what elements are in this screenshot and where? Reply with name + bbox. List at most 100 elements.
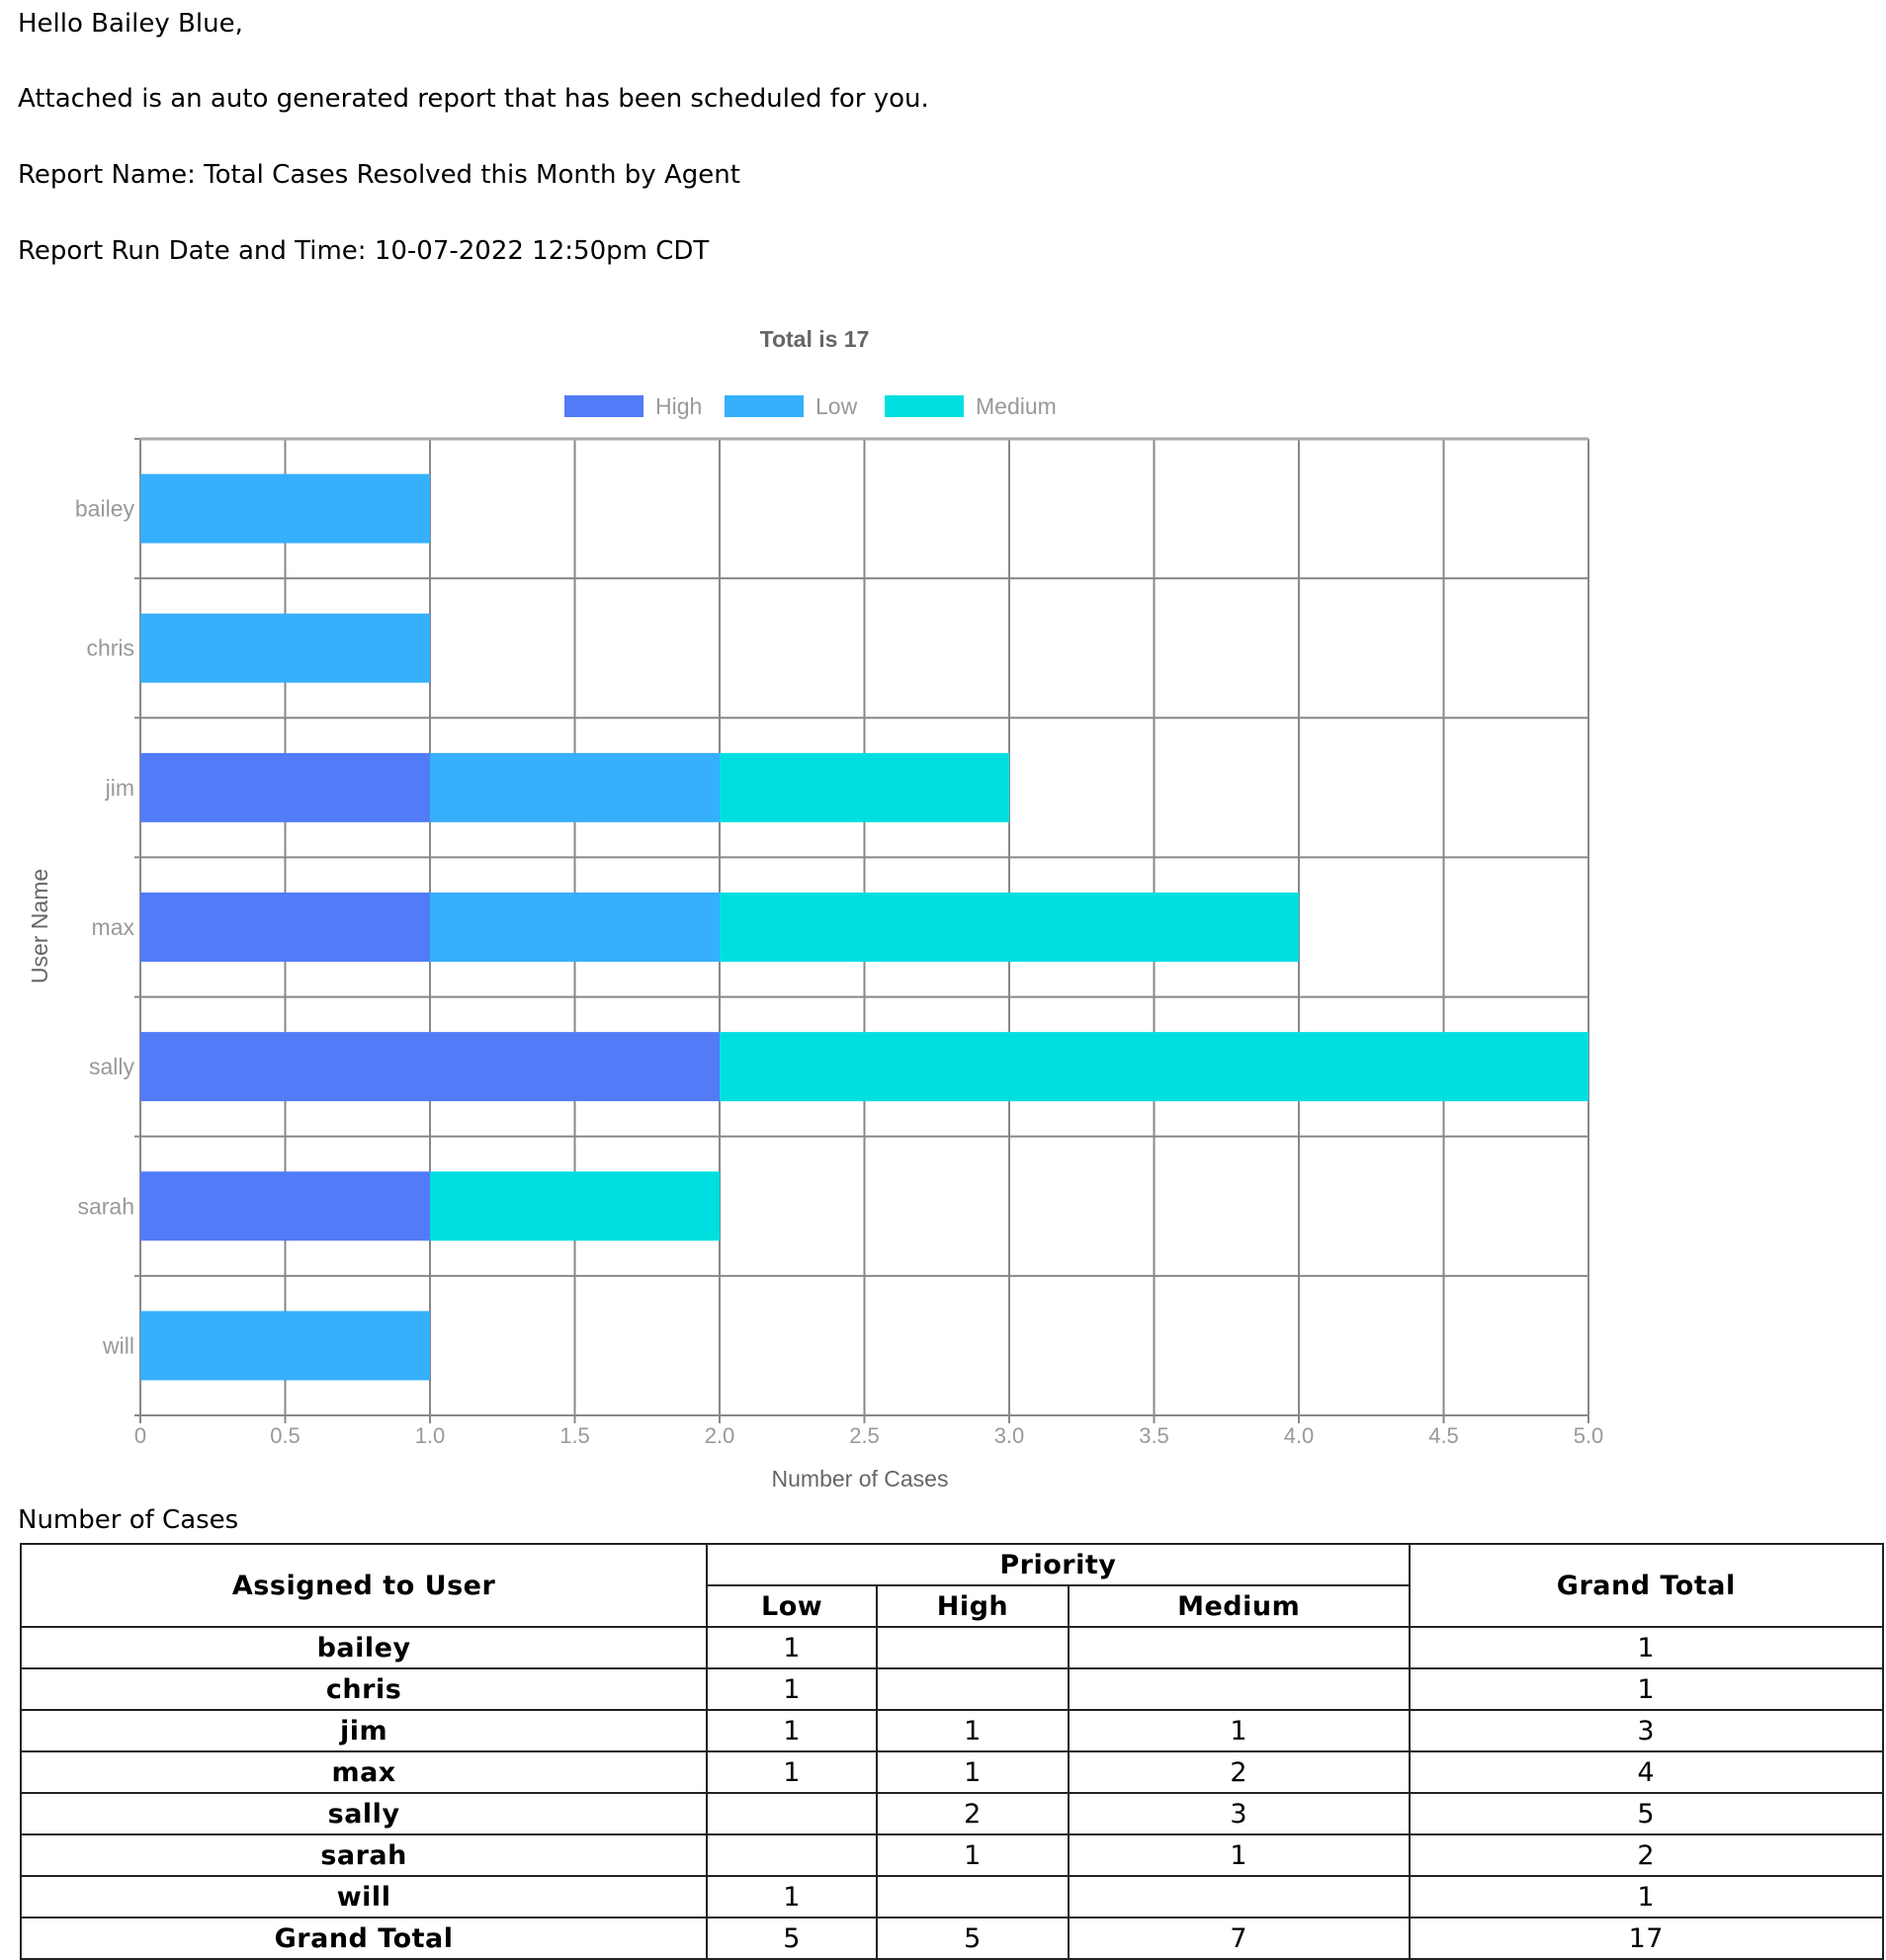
cell-low: 1 [706,1709,879,1752]
cell-low [706,1833,879,1877]
table-row: chris 1 1 [19,1667,1885,1711]
cell-medium [1067,1667,1411,1711]
x-tick-label: 5.0 [1574,1423,1604,1448]
x-tick-label: 1.0 [415,1423,446,1448]
x-tick-label: 4.5 [1428,1423,1459,1448]
cell-low: 5 [706,1917,879,1960]
header-assigned-to-user: Assigned to User [19,1543,709,1628]
cell-total: 1 [1408,1875,1885,1918]
y-tick-label-will: will [102,1332,134,1358]
header-high: High [876,1584,1070,1628]
cell-medium [1067,1875,1411,1918]
table-caption: Number of Cases [18,1505,239,1535]
cell-user: bailey [19,1626,709,1669]
cell-user: max [19,1750,709,1794]
cell-medium [1067,1626,1411,1669]
cell-high: 1 [876,1709,1070,1752]
cell-medium: 3 [1067,1792,1411,1835]
report-name: Report Name: Total Cases Resolved this M… [18,160,740,190]
cell-medium: 2 [1067,1750,1411,1794]
bar-jim-low [430,752,720,822]
header-priority: Priority [706,1543,1411,1586]
table-row: will 1 1 [19,1875,1885,1918]
cell-low: 1 [706,1750,879,1794]
header-medium: Medium [1067,1584,1411,1628]
cell-low [706,1792,879,1835]
legend-label-high: High [655,393,702,419]
cell-user: sally [19,1792,709,1835]
table-row: bailey 1 1 [19,1626,1885,1669]
y-tick-label-jim: jim [105,775,134,801]
bar-sarah-medium [430,1171,720,1241]
greeting: Hello Bailey Blue, [18,9,243,39]
chart-grid [134,437,1589,1423]
bar-bailey-low [140,473,430,544]
bar-will-low [140,1311,430,1381]
cell-total: 5 [1408,1792,1885,1835]
x-tick-label: 2.0 [705,1423,735,1448]
legend-label-medium: Medium [976,393,1057,419]
chart-axis-labels: 0 0.5 1.0 1.5 2.0 2.5 3.0 3.5 4.0 4.5 5.0 bailey chr… [75,496,1603,1448]
legend-swatch-low [725,395,804,417]
cell-medium: 1 [1067,1833,1411,1877]
cell-total: 3 [1408,1709,1885,1752]
cases-pivot-table: Assigned to User Priority Grand Total Lo… [19,1543,1885,1960]
y-tick-label-bailey: bailey [75,496,135,522]
table-row: max 1 1 2 4 [19,1750,1885,1794]
cell-medium: 1 [1067,1709,1411,1752]
chart-legend: High Low Medium [564,393,1057,419]
y-tick-label-max: max [92,914,135,940]
x-tick-label: 2.5 [849,1423,880,1448]
cell-user: chris [19,1667,709,1711]
cell-total: 2 [1408,1833,1885,1877]
bar-sarah-high [140,1171,430,1241]
y-tick-label-chris: chris [86,636,134,661]
table-row: sally 2 3 5 [19,1792,1885,1835]
x-tick-label: 3.5 [1139,1423,1169,1448]
bar-max-low [430,893,720,962]
cell-high [876,1667,1070,1711]
cell-low: 1 [706,1875,879,1918]
y-tick-label-sally: sally [89,1054,135,1079]
cell-total: 17 [1408,1917,1885,1960]
report-run-date: Report Run Date and Time: 10-07-2022 12:… [18,236,710,266]
cell-user: sarah [19,1833,709,1877]
x-tick-label: 0 [134,1423,146,1448]
cell-high [876,1626,1070,1669]
cell-total: 4 [1408,1750,1885,1794]
y-tick-label-sarah: sarah [77,1193,134,1219]
x-tick-label: 0.5 [270,1423,300,1448]
x-tick-label: 4.0 [1284,1423,1315,1448]
bar-sally-medium [720,1032,1588,1102]
header-grand-total: Grand Total [1408,1543,1885,1628]
table-row: jim 1 1 1 3 [19,1709,1885,1752]
cell-high [876,1875,1070,1918]
bar-sally-high [140,1032,720,1102]
stacked-bar-chart: Total is 17 High Low Medium 0 0.5 1.0 1.5 2.0 2… [27,326,1603,1491]
cell-low: 1 [706,1667,879,1711]
cell-user: Grand Total [19,1917,709,1960]
x-tick-label: 3.0 [994,1423,1025,1448]
cell-medium: 7 [1067,1917,1411,1960]
chart-bars [140,473,1588,1381]
cell-low: 1 [706,1626,879,1669]
bar-jim-medium [720,752,1009,822]
cell-high: 1 [876,1833,1070,1877]
y-axis-title: User Name [27,869,52,983]
legend-label-low: Low [815,393,858,419]
cell-high: 2 [876,1792,1070,1835]
intro-text: Attached is an auto generated report tha… [18,84,929,114]
x-tick-label: 1.5 [559,1423,590,1448]
bar-max-high [140,893,430,962]
grand-total-row: Grand Total 5 5 7 17 [19,1917,1885,1960]
cell-total: 1 [1408,1626,1885,1669]
chart-title: Total is 17 [760,326,870,352]
bar-jim-high [140,752,430,822]
bar-max-medium [720,893,1299,962]
table-row: sarah 1 1 2 [19,1833,1885,1877]
cell-high: 1 [876,1750,1070,1794]
header-low: Low [706,1584,879,1628]
cell-user: jim [19,1709,709,1752]
legend-swatch-high [564,395,643,417]
x-axis-title: Number of Cases [772,1466,949,1491]
